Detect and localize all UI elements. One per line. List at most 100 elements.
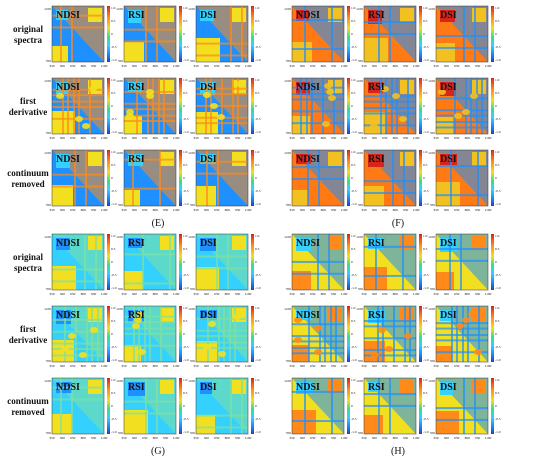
x-tick-label: 800 <box>321 136 327 140</box>
heatmap-stripe <box>460 234 462 290</box>
colorbar-tick-label: 1.0 <box>423 306 428 310</box>
y-tick-label: 1100 <box>428 307 435 311</box>
colorbar <box>491 378 494 434</box>
x-tick-label: 800 <box>465 208 471 212</box>
heatmap-blob <box>294 337 302 343</box>
x-tick-label: 950 <box>331 292 337 296</box>
x-tick-label: 500 <box>204 136 210 140</box>
colorbar-tick-label: -1.0 <box>423 286 429 290</box>
heatmap-stripe <box>364 192 416 194</box>
heatmap-cell <box>196 341 217 362</box>
colorbar-tick-label: 1.0 <box>423 6 428 10</box>
heatmap-cell <box>292 42 312 62</box>
colorbar-tick-label: -0.5 <box>495 189 501 193</box>
colorbar-tick-label: 0.5 <box>183 319 188 323</box>
colorbar-tick-label: 0 <box>495 176 497 180</box>
x-tick-label: 500 <box>132 436 138 440</box>
heatmap-stripe <box>124 40 176 43</box>
heatmap-frame <box>291 305 345 363</box>
heatmap-cell <box>436 346 452 362</box>
colorbar-tick-label: -1.0 <box>111 286 117 290</box>
x-tick-label: 800 <box>153 136 159 140</box>
heatmap-cell <box>436 43 455 62</box>
index-title-ndsi: NDSI <box>296 238 320 249</box>
x-tick-label: 800 <box>393 364 399 368</box>
heatmap-stripe <box>391 78 393 134</box>
x-tick-label: 350 <box>121 292 127 296</box>
heatmap-stripe <box>74 150 76 206</box>
y-tick-label: 350 <box>430 203 436 207</box>
colorbar-tick-label: 0.5 <box>351 19 356 23</box>
x-tick-label: 1100 <box>485 364 492 368</box>
index-title-rsi: RSI <box>368 154 385 165</box>
colorbar <box>347 150 350 206</box>
colorbar-tick-label: 0 <box>255 260 257 264</box>
heatmap-stripe <box>73 78 75 134</box>
heatmap-stripe <box>364 245 416 248</box>
colorbar-tick-label: -1.0 <box>351 202 357 206</box>
x-tick-label: 800 <box>465 364 471 368</box>
heatmap-stripe <box>124 28 176 31</box>
x-tick-label: 1100 <box>341 64 348 68</box>
heatmap-frame <box>435 233 489 291</box>
heatmap-stripe <box>396 78 398 134</box>
x-tick-label: 500 <box>444 364 450 368</box>
heatmap-stripe <box>156 6 158 62</box>
x-tick-label: 650 <box>382 436 388 440</box>
heatmap-blob <box>56 93 64 99</box>
x-tick-label: 800 <box>465 436 471 440</box>
colorbar <box>491 306 494 362</box>
heatmap-stripe <box>311 78 313 134</box>
heatmap-stripe <box>196 317 248 320</box>
x-tick-label: 1100 <box>341 292 348 296</box>
heatmap-stripe <box>364 100 416 103</box>
heatmap-blob <box>385 346 393 352</box>
colorbar <box>107 150 110 206</box>
y-tick-label: 1100 <box>188 307 195 311</box>
heatmap-stripe <box>124 108 176 111</box>
heatmap-stripe <box>124 400 176 403</box>
x-tick-label: 950 <box>163 208 169 212</box>
x-tick-label: 650 <box>214 136 220 140</box>
heatmap-stripe <box>364 325 416 328</box>
colorbar-tick-label: -0.5 <box>255 345 261 349</box>
colorbar-tick-label: 0 <box>351 104 353 108</box>
colorbar-tick-label: -0.5 <box>111 273 117 277</box>
colorbar-tick-label: 1.0 <box>183 378 188 382</box>
colorbar-tick-label: -1.0 <box>423 58 429 62</box>
colorbar-tick-label: -0.5 <box>111 45 117 49</box>
x-tick-label: 650 <box>454 208 460 212</box>
colorbar-tick-label: 0 <box>495 32 497 36</box>
x-tick-label: 950 <box>403 208 409 212</box>
colorbar-tick-label: -1.0 <box>351 358 357 362</box>
index-title-rsi: RSI <box>368 382 385 393</box>
colorbar-tick-label: -0.5 <box>423 45 429 49</box>
index-title-ndsi: NDSI <box>56 10 80 21</box>
x-tick-label: 500 <box>444 436 450 440</box>
heatmap-stripe <box>196 42 248 45</box>
colorbar-tick-label: -0.5 <box>423 417 429 421</box>
heatmap-frame <box>435 305 489 363</box>
colorbar-tick-label: -0.5 <box>423 117 429 121</box>
colorbar-tick-label: 1.0 <box>351 150 356 154</box>
y-tick-label: 350 <box>430 131 436 135</box>
heatmap-stripe <box>375 234 377 290</box>
x-tick-label: 950 <box>163 436 169 440</box>
colorbar-tick-label: 0 <box>255 404 257 408</box>
colorbar <box>419 6 422 62</box>
y-tick-label: 1100 <box>188 151 195 155</box>
heatmap-stripe <box>232 78 234 134</box>
heatmap-stripe <box>124 114 176 117</box>
x-tick-label: 500 <box>204 292 210 296</box>
x-tick-label: 950 <box>403 292 409 296</box>
index-title-ndsi: NDSI <box>56 238 80 249</box>
heatmap-stripe <box>380 78 382 134</box>
heatmap-blob <box>218 351 226 357</box>
heatmap-stripe <box>292 86 344 89</box>
